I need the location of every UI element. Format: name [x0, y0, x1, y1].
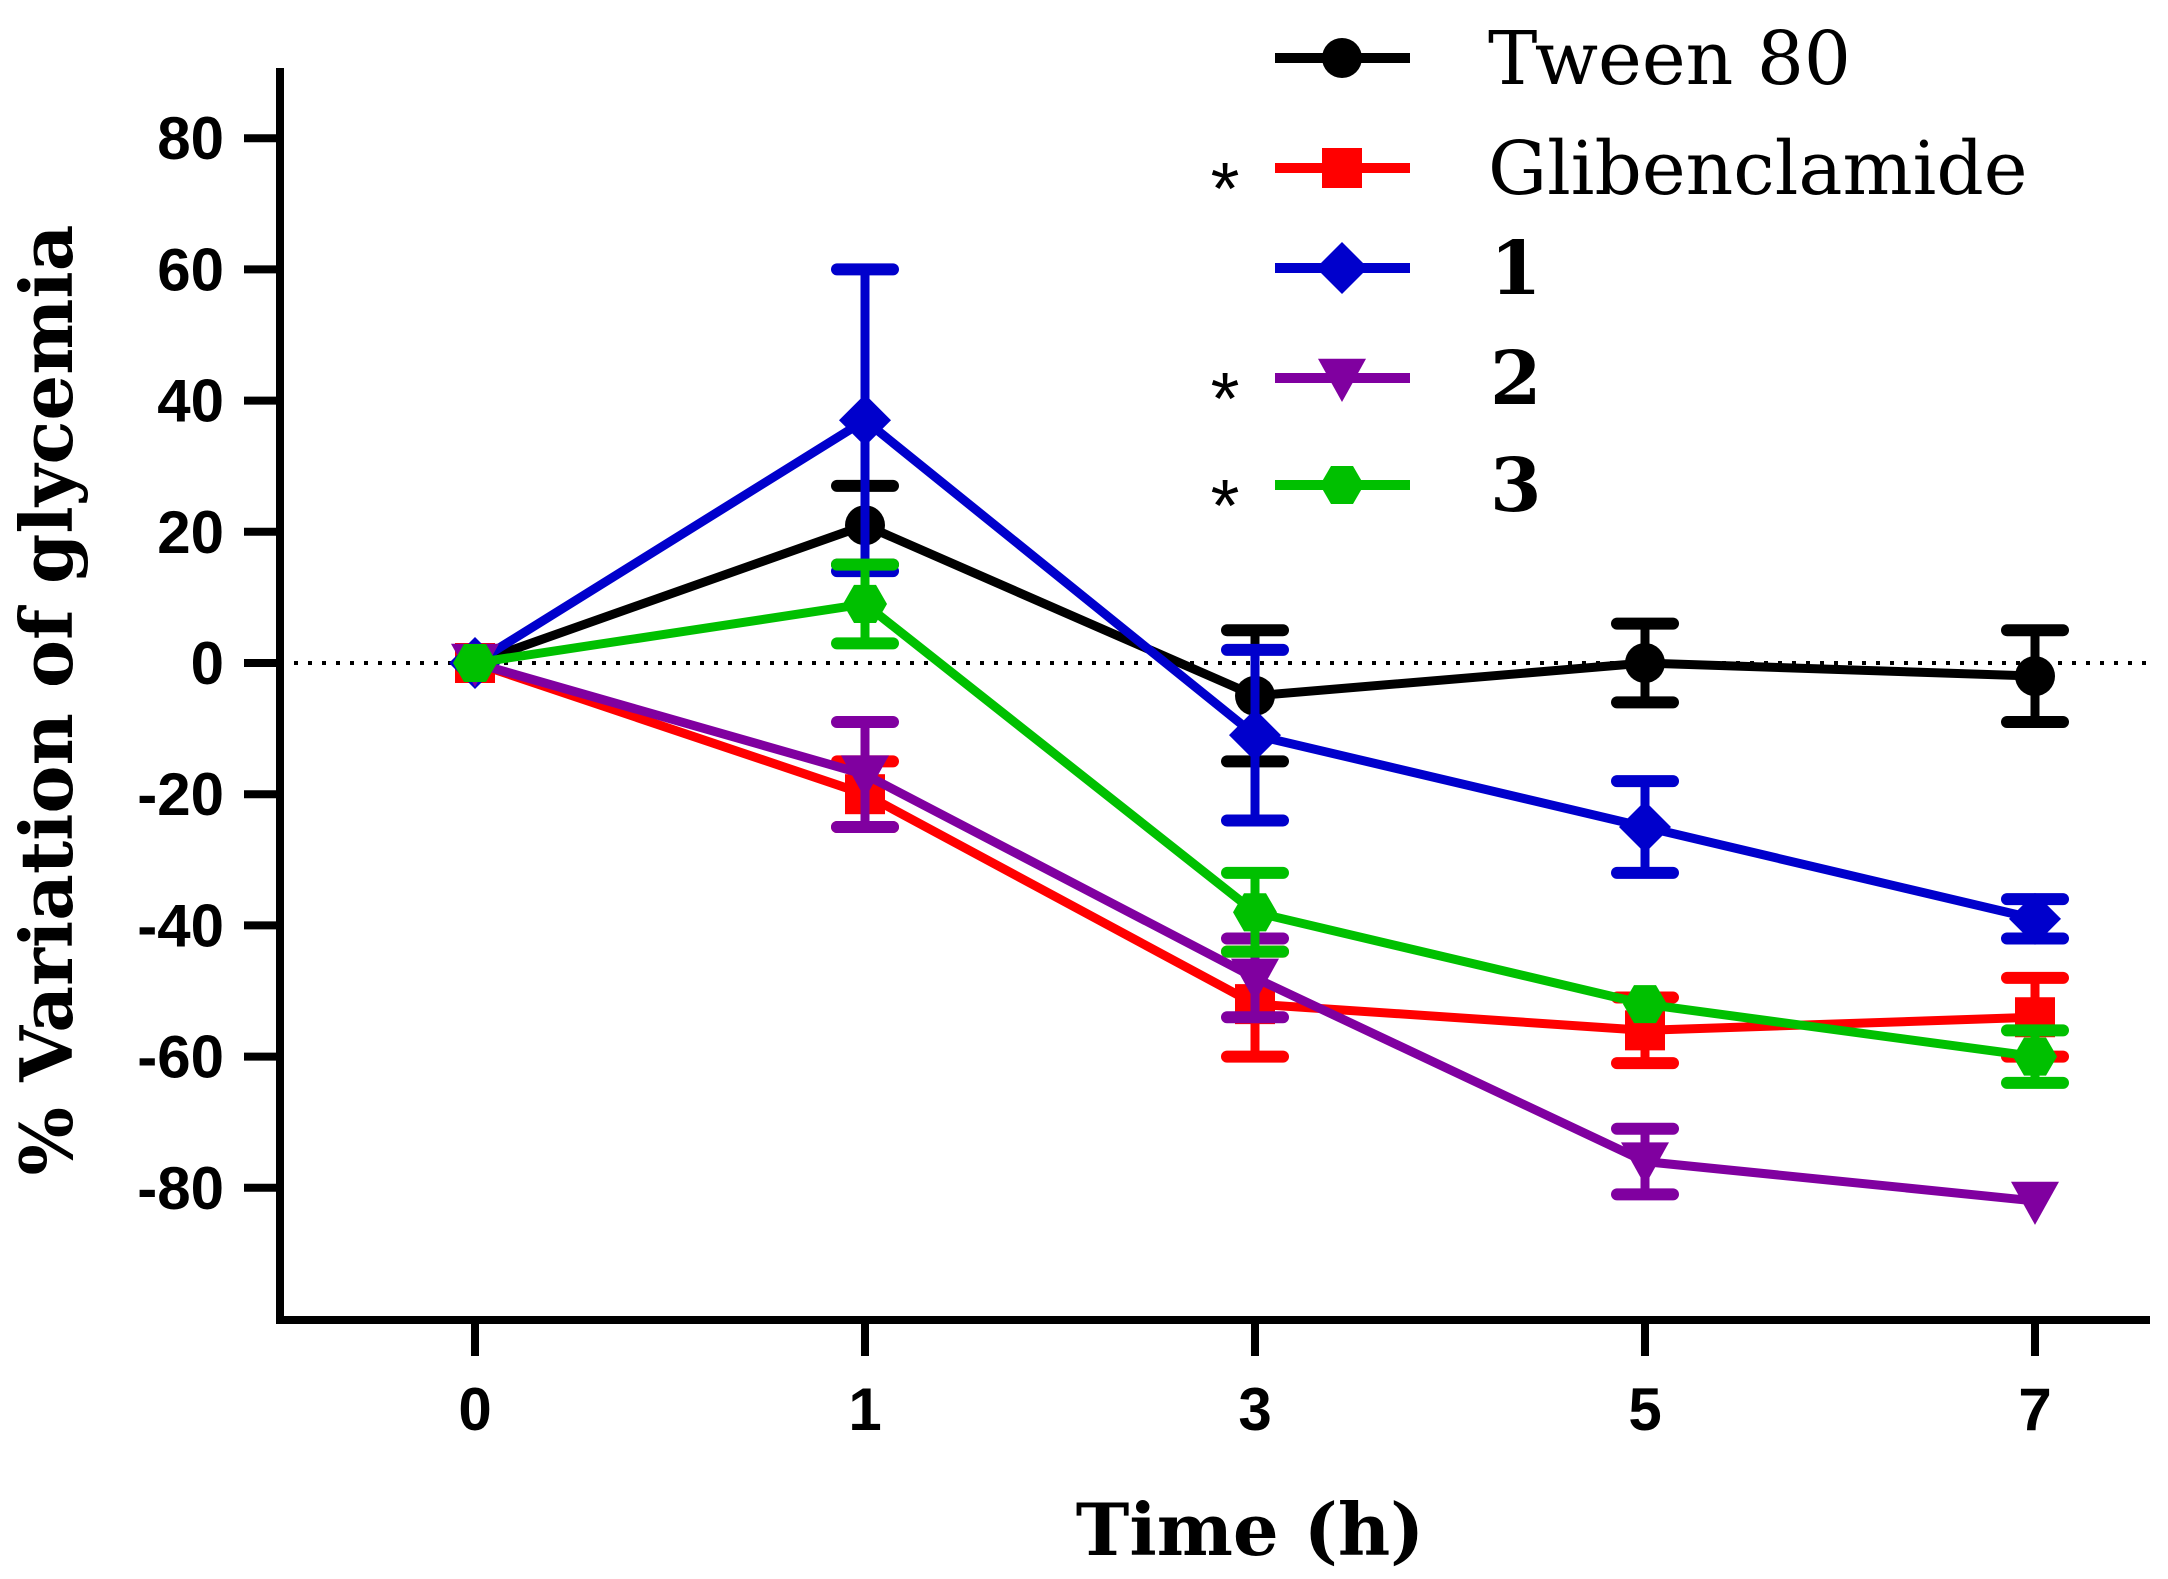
legend-label: Glibenclamide — [1488, 126, 2028, 212]
data-point — [1625, 643, 1665, 683]
legend-marker — [1322, 148, 1362, 188]
legend-label: 3 — [1490, 443, 1542, 529]
y-tick-label: 40 — [157, 368, 224, 435]
legend-item: * 2 — [1211, 336, 1542, 440]
x-tick-label: 3 — [1238, 1376, 1271, 1443]
data-point — [1233, 893, 1277, 932]
legend-item: 1 — [1275, 226, 1542, 312]
data-point — [2009, 892, 2061, 945]
y-tick-label: -40 — [137, 892, 224, 959]
x-tick-label: 0 — [458, 1376, 491, 1443]
x-tick-label: 5 — [1628, 1376, 1661, 1443]
data-point — [839, 394, 891, 447]
significance-marker: * — [1211, 357, 1240, 440]
data-point — [841, 755, 889, 799]
data-point — [1231, 958, 1279, 1002]
data-point — [2015, 656, 2055, 697]
y-axis-label: % Variation of glycemia — [4, 225, 89, 1176]
x-axis-label: Time (h) — [1076, 1487, 1424, 1572]
data-point — [2011, 1181, 2059, 1225]
y-tick-label: 0 — [191, 630, 224, 697]
data-point — [2013, 1037, 2057, 1076]
data-point — [1621, 1142, 1669, 1186]
legend-label: 2 — [1490, 336, 1542, 422]
y-tick-label: 60 — [157, 236, 224, 303]
series-3 — [453, 558, 2069, 1089]
legend-label: 1 — [1490, 226, 1542, 312]
y-tick-label: 80 — [157, 105, 224, 172]
data-point — [1229, 709, 1281, 762]
y-tick-label: 20 — [157, 499, 224, 566]
y-tick-label: -60 — [137, 1024, 224, 1091]
y-tick-label: -80 — [137, 1155, 224, 1222]
x-tick-label: 7 — [2018, 1376, 2051, 1443]
data-point — [453, 643, 497, 683]
legend-marker — [1316, 242, 1368, 294]
series-2 — [451, 643, 2059, 1225]
legend-marker — [1320, 465, 1364, 505]
legend-label: Tween 80 — [1488, 16, 1851, 102]
significance-marker: * — [1211, 464, 1240, 547]
series-1 — [449, 263, 2069, 945]
x-tick-label: 1 — [848, 1376, 881, 1443]
significance-marker: * — [1211, 147, 1240, 230]
legend-marker — [1318, 358, 1366, 402]
legend-item: * 3 — [1211, 443, 1542, 547]
data-point — [843, 584, 887, 624]
legend-item: * Glibenclamide — [1211, 126, 2028, 230]
data-point — [1623, 985, 1667, 1024]
legend-marker — [1322, 38, 1362, 78]
y-tick-label: -20 — [137, 761, 224, 828]
data-point — [1619, 801, 1671, 853]
legend-item: Tween 80 — [1275, 16, 1851, 102]
